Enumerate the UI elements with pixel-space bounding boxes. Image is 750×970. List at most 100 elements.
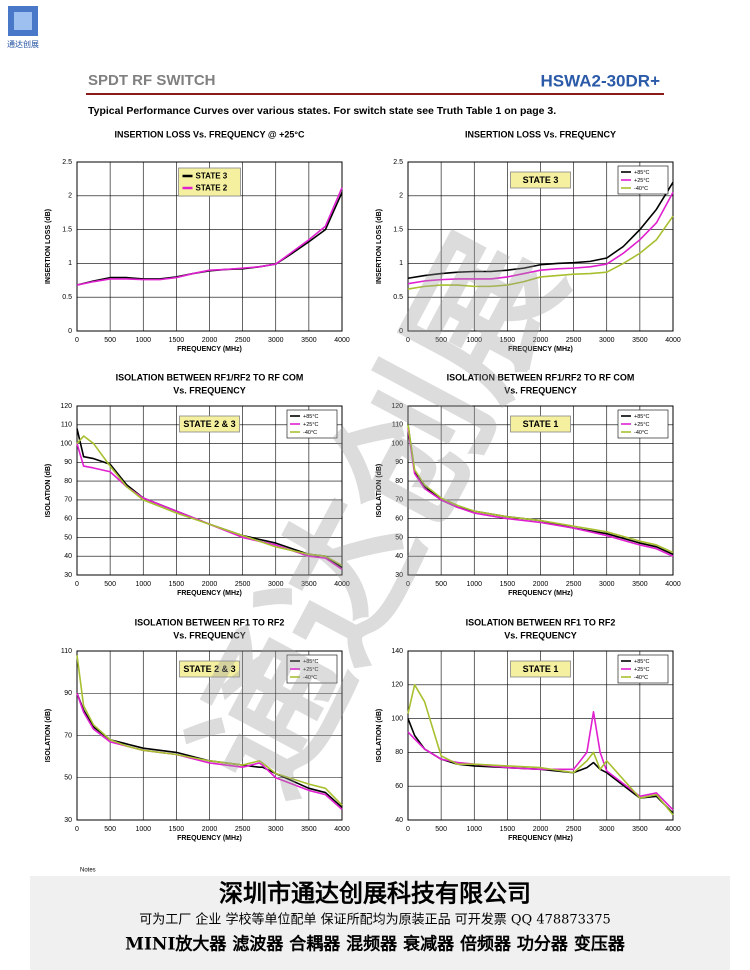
x-tick-label: 2000 [202,337,218,344]
y-tick-label: 100 [391,715,403,722]
y-axis-label: ISOLATION (dB) [45,464,52,518]
legend-label: +25°C [634,178,650,184]
plot-frame [407,161,674,332]
x-tick-label: 3500 [632,337,648,344]
footer-company: 深圳市通达创展科技有限公司 [219,879,531,908]
x-tick-label: 2000 [533,826,549,833]
chart: 0 500 1000 1500 2000 2500 3000 3500 4000 0 0.5 1 1.5… [45,129,350,352]
y-tick-label: 70 [395,497,403,504]
state-box [179,415,240,433]
plot-frame [407,650,674,821]
x-tick-label: 3500 [301,826,317,833]
legend-label: -40°C [634,675,648,681]
chart-title: ISOLATION BETWEEN RF1 TO RF2 [466,617,616,627]
y-tick-label: 40 [395,553,403,560]
y-axis-label: ISOLATION (dB) [45,709,52,763]
series-line [407,684,674,816]
y-axis-label: ISOLATION (dB) [376,464,383,518]
state-box [510,171,571,189]
x-tick-label: 0 [75,581,79,588]
x-axis-label: FREQUENCY (MHz) [177,346,242,353]
y-tick-label: 80 [395,478,403,485]
x-tick-label: 2000 [533,337,549,344]
x-tick-label: 500 [435,826,447,833]
chart: 0 500 1000 1500 2000 2500 3000 3500 4000 30 40 50 60… [45,372,350,596]
y-tick-label: 110 [61,422,72,429]
x-tick-label: 3000 [268,581,284,588]
x-tick-label: 2500 [235,337,251,344]
x-tick-label: 2500 [235,826,251,833]
y-tick-label: 1 [68,260,72,267]
x-tick-label: 3500 [632,581,648,588]
y-tick-label: 60 [64,516,72,523]
series-line [76,443,343,571]
x-tick-label: 3500 [301,581,317,588]
y-tick-label: 30 [64,572,72,579]
x-tick-label: 2500 [566,826,582,833]
x-tick-label: 4000 [665,826,681,833]
logo: 通达创展 [7,6,39,49]
x-tick-label: 0 [406,581,410,588]
x-tick-label: 1000 [466,826,482,833]
y-axis-label: INSERTION LOSS (dB) [376,209,383,284]
legend-label: STATE 3 [196,172,228,181]
plot-frame [76,405,343,576]
legend-label: +85°C [634,414,650,420]
series-line [407,215,674,290]
x-tick-label: 500 [104,337,116,344]
x-tick-label: 3000 [268,826,284,833]
x-tick-label: 3000 [599,826,615,833]
x-axis-label: FREQUENCY (MHz) [508,346,573,353]
x-tick-label: 4000 [334,337,350,344]
x-tick-label: 1500 [169,337,185,344]
x-tick-label: 0 [406,337,410,344]
legend-label: +25°C [634,667,650,673]
x-axis-label: FREQUENCY (MHz) [177,835,242,842]
x-axis-label: FREQUENCY (MHz) [508,590,573,597]
series-line [76,187,343,286]
x-tick-label: 1000 [135,826,151,833]
x-tick-label: 1000 [135,337,151,344]
y-tick-label: 120 [60,403,72,410]
legend-label: -40°C [634,430,648,436]
footer-line: 可为工厂 企业 学校等单位配单 保证所配均为原装正品 可开发票 QQ 47887… [139,912,611,928]
x-tick-label: 3000 [599,581,615,588]
y-tick-label: 40 [64,553,72,560]
y-tick-label: 80 [64,478,72,485]
plot-frame [76,161,343,332]
x-tick-label: 2500 [235,581,251,588]
y-tick-label: 30 [395,572,403,579]
x-tick-label: 3500 [301,337,317,344]
x-tick-label: 0 [75,337,79,344]
charts: 0 500 1000 1500 2000 2500 3000 3500 400000.511.5… [45,129,681,841]
y-tick-label: 70 [64,497,72,504]
x-tick-label: 1000 [466,337,482,344]
x-tick-label: 1000 [466,581,482,588]
y-axis-label: INSERTION LOSS (dB) [45,209,52,284]
y-tick-label: 30 [64,817,72,824]
x-tick-label: 1500 [500,337,516,344]
y-tick-label: 1 [399,260,403,267]
x-tick-label: 2000 [533,581,549,588]
chart-title: INSERTION LOSS Vs. FREQUENCY [465,129,616,139]
y-tick-label: 110 [61,648,72,655]
x-tick-label: 1500 [500,581,516,588]
series-line [407,711,674,811]
y-tick-label: 50 [395,534,403,541]
legend-label: +85°C [634,659,650,665]
x-tick-label: 3500 [632,826,648,833]
legend-label: +85°C [634,170,650,176]
y-tick-label: 100 [391,440,403,447]
y-tick-label: 120 [391,403,403,410]
x-tick-label: 1000 [135,581,151,588]
x-tick-label: 500 [435,337,447,344]
state-label: STATE 2 & 3 [183,664,235,674]
y-tick-label: 110 [392,422,403,429]
y-tick-label: 0.5 [393,294,403,301]
chart-subtitle: Vs. FREQUENCY [504,385,577,395]
state-label: STATE 1 [523,664,559,674]
y-tick-label: 90 [64,690,72,697]
state-label: STATE 3 [523,175,559,185]
chart-subtitle: Vs. FREQUENCY [173,385,246,395]
legend-label: +85°C [303,414,319,420]
